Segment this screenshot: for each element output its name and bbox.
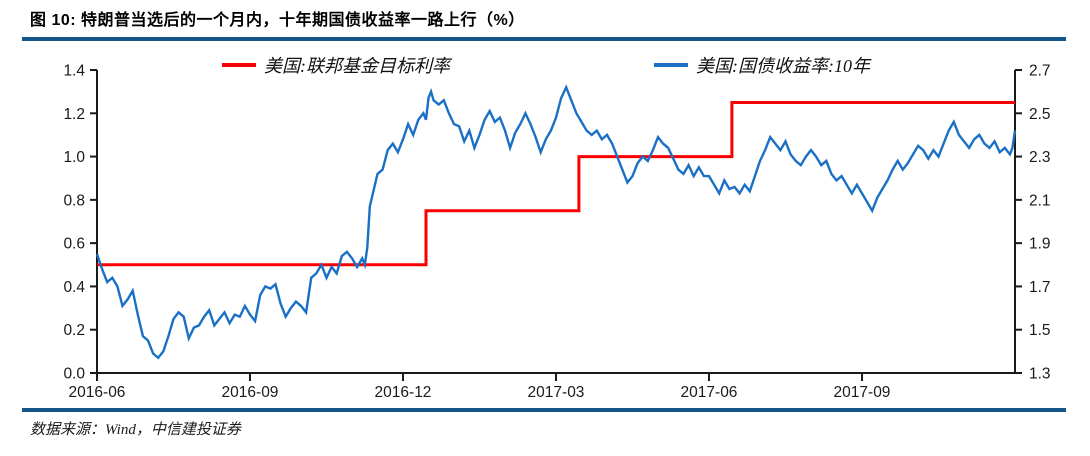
axis-tick-label: 2.3 xyxy=(1029,149,1051,166)
axis-tick-label: 1.3 xyxy=(1029,366,1051,383)
axis-tick-label: 2016-09 xyxy=(222,384,279,401)
axis-tick-label: 2017-06 xyxy=(681,384,738,401)
axis-tick-label: 1.2 xyxy=(63,106,85,123)
axis-tick-label: 0.2 xyxy=(63,322,85,339)
page-title: 图 10: 特朗普当选后的一个月内，十年期国债收益率一路上行（%） xyxy=(30,12,525,29)
axis-tick-label: 1.4 xyxy=(63,63,85,80)
axis-tick-label: 2017-03 xyxy=(528,384,585,401)
data-source-note: 数据来源：Wind，中信建投证券 xyxy=(30,422,241,438)
axis-tick-label: 2016-12 xyxy=(375,384,432,401)
axis-tick-label: 0.0 xyxy=(63,366,85,383)
axis-tick-label: 2016-06 xyxy=(69,384,126,401)
treasury-10y-yield-line xyxy=(95,84,1017,360)
axis-tick-label: 0.8 xyxy=(63,192,85,209)
title-divider-rule xyxy=(22,37,1066,41)
axis-tick-label: 1.5 xyxy=(1029,322,1051,339)
axis-tick-label: 1.0 xyxy=(63,149,85,166)
axis-tick-label: 0.6 xyxy=(63,236,85,253)
axis-tick-label: 2.5 xyxy=(1029,106,1051,123)
axis-tick-label: 2017-09 xyxy=(834,384,891,401)
axis-tick-label: 1.7 xyxy=(1029,279,1051,296)
fed-funds-rate-line xyxy=(97,101,1015,267)
footer-divider-rule xyxy=(22,408,1066,412)
axis-tick-label: 2.1 xyxy=(1029,192,1051,209)
axis-tick-label: 0.4 xyxy=(63,279,85,296)
axis-tick-label: 2.7 xyxy=(1029,63,1051,80)
axis-tick-label: 1.9 xyxy=(1029,236,1051,253)
